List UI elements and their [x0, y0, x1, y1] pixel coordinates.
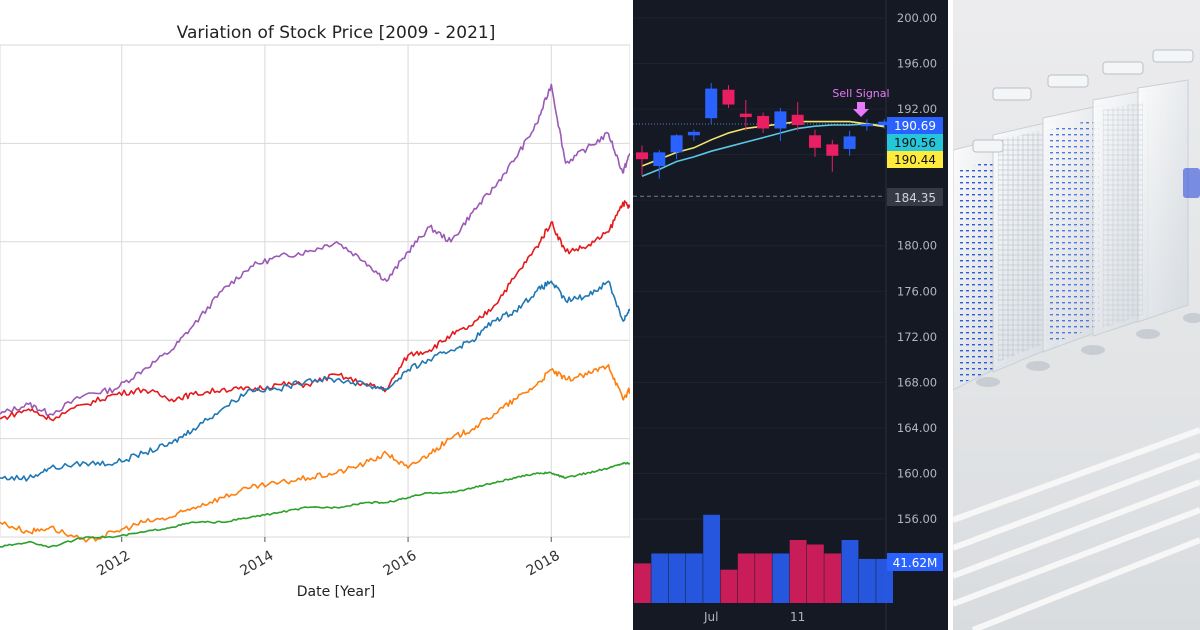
candle-body — [722, 89, 735, 105]
ma-fast-badge — [887, 151, 943, 168]
price-tick-label: 192.00 — [897, 102, 937, 116]
candle-body — [878, 121, 891, 126]
volume-bar — [858, 558, 876, 603]
price-tick-label: 200.00 — [897, 11, 937, 25]
x-tick-label: 2012 — [94, 548, 133, 580]
price-tick-label: 164.00 — [897, 421, 937, 435]
x-tick-label: 2014 — [237, 548, 276, 580]
glass-cube-render-image — [953, 0, 1200, 630]
plot-frame — [0, 44, 630, 538]
candle-body — [757, 115, 770, 129]
candle-body — [826, 144, 839, 156]
series-line-4 — [0, 461, 630, 549]
chart-title: Variation of Stock Price [2009 - 2021] — [177, 23, 496, 43]
x-tick-label: 2016 — [381, 548, 420, 580]
x-tick-label: 2018 — [524, 548, 563, 580]
stock-line-chart: 2012 2014 2016 2018 Variation of Stock Pric… — [0, 23, 630, 600]
candle-body — [687, 131, 700, 136]
candlestick-chart-panel: 200.00196.00192.00188.00184.00180.00176.… — [633, 0, 948, 630]
price-tick-label: 172.00 — [897, 330, 937, 344]
ma-slow-badge — [887, 134, 943, 151]
price-tick-label: 176.00 — [897, 284, 937, 298]
time-axis: Jul 11 — [703, 610, 805, 624]
x-axis-ticks: 2012 2014 2016 2018 — [94, 537, 563, 580]
candle-body — [636, 152, 648, 160]
price-grid — [633, 0, 887, 630]
sell-signal-arrow-icon — [853, 102, 869, 117]
last-price-label: 190.69 — [894, 119, 936, 133]
candle-body — [653, 152, 666, 167]
volume-bar — [824, 553, 842, 603]
volume-bar — [634, 563, 651, 603]
price-tick-label: 180.00 — [897, 239, 937, 253]
candle-body — [860, 123, 873, 127]
price-badges: 190.69 190.56 190.44 184.35 41.62M — [887, 117, 943, 571]
candle-body — [670, 135, 683, 153]
candlestick-chart: 200.00196.00192.00188.00184.00180.00176.… — [633, 0, 943, 630]
volume-badge — [887, 553, 943, 571]
volume-bar — [772, 553, 790, 603]
volume-label: 41.62M — [893, 556, 938, 570]
volume-bar — [651, 553, 669, 603]
candle-body — [809, 135, 821, 148]
panel-divider — [948, 0, 953, 630]
volume-bar — [668, 553, 686, 603]
sell-signal-annotation: Sell Signal — [832, 87, 889, 100]
price-tick-label: 196.00 — [897, 57, 937, 71]
floor-stripes — [953, 427, 1200, 630]
glass-panels — [953, 79, 1189, 391]
volume-bar — [685, 553, 703, 603]
volume-bar — [841, 540, 859, 603]
time-tick-label: 11 — [790, 610, 805, 624]
candle-body — [774, 111, 787, 129]
volume-bar — [737, 553, 755, 603]
stock-line-chart-panel: 2012 2014 2016 2018 Variation of Stock Pric… — [0, 23, 630, 600]
panel-divider — [630, 0, 633, 630]
volume-bar — [789, 540, 807, 603]
panel-feet — [976, 313, 1200, 387]
reference-price-label: 184.35 — [894, 191, 936, 205]
time-tick-label: Jul — [703, 610, 718, 624]
volume-bar — [755, 553, 772, 603]
price-tick-label: 168.00 — [897, 375, 937, 389]
price-tick-label: 156.00 — [897, 512, 937, 526]
volume-bar — [720, 569, 738, 603]
price-tick-label: 160.00 — [897, 466, 937, 480]
candle-body — [843, 136, 856, 149]
volume-bar — [807, 544, 824, 603]
candle-body — [705, 88, 718, 119]
last-price-badge — [887, 117, 943, 134]
series-line-0 — [0, 83, 630, 417]
series-line-1 — [0, 200, 630, 422]
x-axis-label: Date [Year] — [297, 584, 375, 600]
volume-bars — [634, 514, 893, 603]
candle-body — [791, 114, 804, 126]
reference-price-badge — [887, 188, 943, 206]
volume-bar — [703, 514, 720, 603]
candles — [636, 82, 891, 179]
chart-series — [0, 83, 630, 549]
series-line-3 — [0, 364, 630, 543]
candle-body — [739, 113, 752, 118]
ma-slow-label: 190.56 — [894, 136, 936, 150]
glass-top-bars — [972, 49, 1200, 198]
price-axis: 200.00196.00192.00188.00184.00180.00176.… — [897, 11, 937, 526]
series-line-2 — [0, 280, 630, 482]
ma-slow-line — [641, 123, 885, 178]
ma-fast-label: 190.44 — [894, 153, 936, 167]
glass-grid-illustration — [953, 49, 1200, 630]
